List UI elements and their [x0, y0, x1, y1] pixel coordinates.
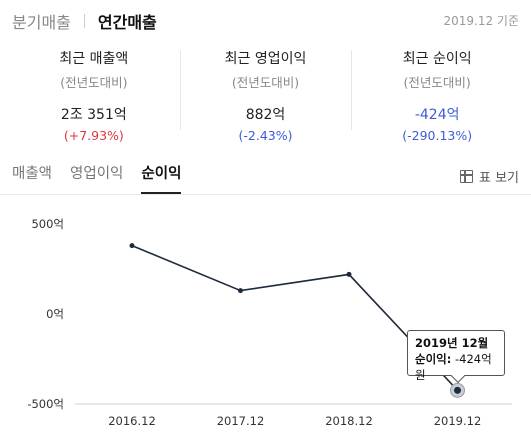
metric-value: 2조 351억 — [60, 107, 127, 123]
y-tick-label: 0억 — [46, 307, 64, 321]
metric-revenue: 최근 매출액 (전년도대비) 2조 351억 (+7.93%) — [8, 44, 180, 143]
tab-divider-line — [0, 194, 531, 195]
tab-revenue[interactable]: 매출액 — [12, 166, 53, 182]
y-axis-ticks: 500억 0억 -500억 — [27, 217, 64, 411]
x-tick-label: 2019.12 — [434, 414, 482, 428]
data-point[interactable] — [129, 243, 135, 249]
data-point[interactable] — [346, 271, 352, 277]
tooltip-date: 2019년 12월 — [415, 336, 489, 350]
net-income-chart: 500억 0억 -500억 2016.12 2017.12 2018.12 2019.12 — [27, 217, 512, 428]
metric-value: 882억 — [245, 107, 286, 123]
metric-title: 최근 영업이익 — [224, 51, 307, 67]
tooltip-value: -424억원 — [415, 352, 492, 382]
x-tick-label: 2016.12 — [108, 414, 156, 428]
table-view-label: 표 보기 — [478, 171, 519, 186]
series-line — [131, 244, 459, 391]
tab-operating-income[interactable]: 영업이익 — [70, 166, 124, 182]
tab-divider — [83, 14, 85, 28]
metric-title: 최근 순이익 — [402, 51, 472, 67]
table-view-button[interactable]: 표 보기 — [459, 167, 519, 186]
metric-net-income: 최근 순이익 (전년도대비) -424억 (-290.13%) — [351, 44, 523, 143]
date-note: 2019.12 기준 — [443, 14, 519, 28]
x-axis-ticks: 2016.12 2017.12 2018.12 2019.12 — [108, 414, 481, 428]
metrics-summary: 최근 매출액 (전년도대비) 2조 351억 (+7.93%) 최근 영업이익 … — [0, 44, 531, 143]
y-tick-label: -500억 — [27, 397, 64, 411]
chart-tabs: 매출액 영업이익 순이익 — [12, 160, 199, 194]
tab-net-income[interactable]: 순이익 — [141, 160, 182, 194]
metric-subtitle: (전년도대비) — [403, 75, 471, 90]
x-tick-label: 2017.12 — [217, 414, 265, 428]
metric-change: (+7.93%) — [63, 128, 124, 143]
metric-operating-income: 최근 영업이익 (전년도대비) 882억 (-2.43%) — [179, 44, 352, 143]
tooltip-label: 순이익: — [415, 352, 452, 366]
tooltip-row: 순이익: -424억원 — [415, 351, 497, 383]
table-grid-icon — [459, 170, 473, 183]
tab-quarterly-sales[interactable]: 분기매출 — [12, 13, 71, 32]
y-tick-label: 500억 — [31, 217, 64, 231]
chart-tooltip: 2019년 12월 순이익: -424억원 — [407, 330, 505, 382]
metric-change: (-2.43%) — [238, 128, 293, 143]
metric-title: 최근 매출액 — [59, 51, 129, 67]
metric-value: -424억 — [414, 107, 460, 123]
metric-subtitle: (전년도대비) — [60, 75, 128, 90]
tab-annual-sales[interactable]: 연간매출 — [97, 13, 157, 32]
data-point[interactable] — [238, 288, 243, 294]
x-tick-label: 2018.12 — [325, 414, 373, 428]
metric-subtitle: (전년도대비) — [231, 75, 300, 90]
metric-change: (-290.13%) — [402, 128, 473, 143]
data-point[interactable] — [454, 386, 461, 394]
period-tabs: 분기매출 연간매출 — [12, 8, 157, 34]
